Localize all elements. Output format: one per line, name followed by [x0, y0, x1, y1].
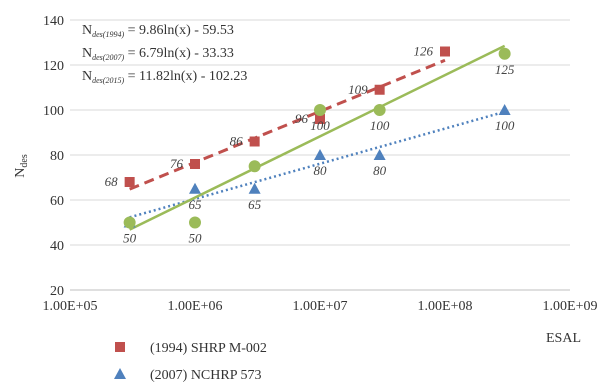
y-tick-label-60: 60 — [50, 194, 64, 209]
point-s0-0 — [124, 177, 135, 187]
trendlines — [129, 44, 506, 231]
equation-1-rest: = 6.79ln(x) - 33.33 — [124, 46, 234, 61]
trendline-2 — [129, 44, 506, 231]
data-label-s1-2: 65 — [248, 197, 262, 212]
equation-0-main: N — [82, 23, 92, 38]
point-s0-3 — [315, 114, 325, 124]
y-tick-label-100: 100 — [43, 104, 64, 119]
data-label-s1-5: 100 — [495, 118, 515, 133]
data-labels: 68 76 86 96 109 126 65 65 80 80 100 50 50 100 100 125 — [105, 44, 515, 246]
legend-label-1: (2007) NCHRP 573 — [150, 368, 262, 383]
data-label-s2-4: 100 — [370, 118, 390, 133]
data-label-s0-1: 76 — [170, 156, 184, 171]
data-label-s2-5: 125 — [495, 62, 515, 77]
legend-marker-0 — [115, 342, 125, 352]
data-label-s1-4: 80 — [373, 163, 387, 178]
equation-2: Ndes(2015) = 11.82ln(x) - 102.23 — [82, 69, 247, 85]
legend-label-0: (1994) SHRP M-002 — [150, 341, 267, 356]
equation-0-rest: = 9.86ln(x) - 59.53 — [124, 23, 234, 38]
trendline-0 — [129, 58, 446, 191]
y-tick-label-40: 40 — [50, 239, 64, 254]
y-tick-label-20: 20 — [50, 284, 64, 299]
y-axis-label: Ndes — [13, 154, 30, 178]
data-label-s0-0: 68 — [105, 174, 119, 189]
point-s2-3 — [314, 104, 326, 116]
data-label-s0-2: 86 — [230, 134, 244, 149]
point-s0-5 — [440, 46, 450, 57]
point-s0-2 — [249, 136, 260, 147]
point-s1-5 — [498, 104, 511, 115]
point-s2-2 — [248, 160, 261, 173]
y-tick-labels: 20 40 60 80 100 120 140 — [43, 14, 64, 299]
data-points — [123, 46, 511, 229]
legend-marker-1 — [114, 368, 126, 379]
equation-1-sub: des(2007) — [92, 53, 124, 62]
point-s2-0 — [123, 216, 136, 229]
equation-1-main: N — [82, 46, 92, 61]
point-s1-4 — [373, 149, 386, 160]
x-tick-label-2: 1.00E+07 — [293, 299, 348, 314]
x-tick-labels: 1.00E+05 1.00E+06 1.00E+07 1.00E+08 1.00E+09 — [43, 299, 598, 314]
x-tick-label-0: 1.00E+05 — [43, 299, 98, 314]
point-s2-4 — [373, 104, 386, 116]
point-s0-1 — [190, 159, 200, 169]
data-label-s2-0: 50 — [123, 231, 137, 246]
point-s2-1 — [189, 216, 201, 229]
equation-0: Ndes(1994) = 9.86ln(x) - 59.53 — [82, 23, 234, 39]
equations: Ndes(1994) = 9.86ln(x) - 59.53Ndes(2007)… — [82, 23, 247, 85]
point-s1-3 — [314, 149, 326, 160]
equation-2-sub: des(2015) — [92, 76, 124, 85]
equation-2-main: N — [82, 69, 92, 84]
legend: (1994) SHRP M-002 (2007) NCHRP 573 — [114, 341, 267, 383]
data-label-s1-3: 80 — [314, 163, 328, 178]
data-label-s1-1: 65 — [189, 197, 203, 212]
y-axis-label-sub: des — [19, 154, 30, 167]
equation-0-sub: des(1994) — [92, 30, 124, 39]
x-axis-label: ESAL — [546, 331, 581, 346]
x-tick-label-3: 1.00E+08 — [418, 299, 473, 314]
point-s1-1 — [189, 182, 201, 194]
data-label-s2-3: 100 — [310, 118, 330, 133]
data-label-s2-1: 50 — [189, 231, 203, 246]
x-tick-label-1: 1.00E+06 — [168, 299, 223, 314]
y-tick-label-140: 140 — [43, 14, 64, 29]
point-s1-2 — [248, 182, 261, 194]
data-label-s0-5: 126 — [414, 44, 434, 59]
y-axis-label-main: N — [13, 168, 28, 178]
data-label-s0-3: 96 — [295, 111, 309, 126]
equation-2-rest: = 11.82ln(x) - 102.23 — [124, 69, 247, 84]
point-s0-4 — [374, 84, 385, 95]
x-tick-label-4: 1.00E+09 — [543, 299, 598, 314]
data-label-s0-4: 109 — [348, 82, 368, 97]
point-s2-5 — [498, 47, 511, 60]
equation-1: Ndes(2007) = 6.79ln(x) - 33.33 — [82, 46, 234, 62]
y-tick-label-80: 80 — [50, 149, 64, 164]
y-tick-label-120: 120 — [43, 59, 64, 74]
